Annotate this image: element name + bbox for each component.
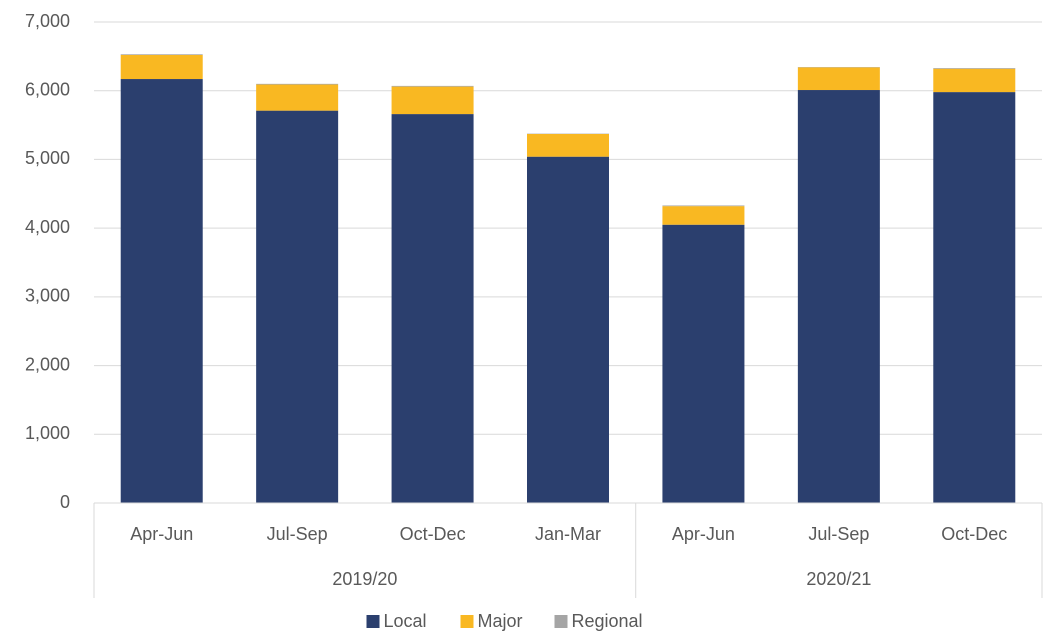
group-label: 2020/21 [806, 569, 871, 589]
x-tick-label: Apr-Jun [130, 524, 193, 544]
y-tick-label: 1,000 [25, 423, 70, 443]
legend-swatch [554, 615, 568, 628]
y-tick-label: 6,000 [25, 79, 70, 99]
x-tick-label: Jul-Sep [808, 524, 869, 544]
legend-swatch [460, 615, 474, 628]
bar-segment [933, 92, 1016, 504]
bar-segment [797, 90, 880, 503]
legend-label: Major [478, 611, 523, 631]
x-tick-label: Oct-Dec [400, 524, 466, 544]
bar-segment [662, 205, 745, 207]
bar-segment [391, 114, 474, 503]
y-tick-label: 5,000 [25, 148, 70, 168]
bar-segment [120, 79, 203, 503]
y-tick-label: 0 [60, 492, 70, 512]
x-tick-label: Jul-Sep [267, 524, 328, 544]
x-tick-label: Oct-Dec [941, 524, 1007, 544]
y-tick-label: 7,000 [25, 11, 70, 31]
y-tick-label: 4,000 [25, 217, 70, 237]
bar-segment [527, 156, 609, 503]
bar-segment [120, 54, 203, 80]
group-label: 2019/20 [332, 569, 397, 589]
x-tick-label: Apr-Jun [672, 524, 735, 544]
legend-swatch [366, 615, 380, 628]
bar-segment [797, 67, 880, 91]
legend-label: Local [384, 611, 427, 631]
bar-segment [256, 110, 339, 504]
bar-segment [391, 86, 474, 115]
bar-segment [933, 68, 1016, 69]
bar-segment [933, 68, 1016, 93]
bar-segment [391, 85, 474, 87]
bar-segment [120, 54, 203, 55]
y-tick-label: 3,000 [25, 286, 70, 306]
bar-segment [256, 84, 339, 111]
bar-segment [256, 83, 339, 85]
bar-segment [662, 206, 745, 225]
x-tick-label: Jan-Mar [535, 524, 601, 544]
bar-segment [662, 224, 745, 503]
bar-segment [527, 134, 609, 157]
y-tick-label: 2,000 [25, 354, 70, 374]
legend-label: Regional [572, 611, 643, 631]
